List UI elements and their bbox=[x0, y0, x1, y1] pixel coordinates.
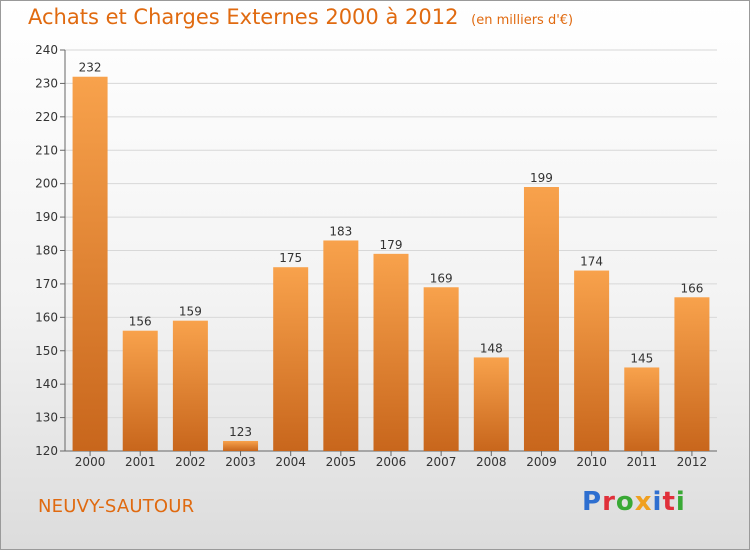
chart-subtitle: (en milliers d'€) bbox=[471, 13, 574, 28]
y-tick-label: 170 bbox=[35, 277, 58, 291]
y-tick-label: 190 bbox=[35, 210, 58, 224]
x-tick-label: 2010 bbox=[576, 455, 607, 469]
chart-title: Achats et Charges Externes 2000 à 2012 (… bbox=[28, 5, 573, 29]
bar bbox=[574, 270, 610, 451]
bar bbox=[373, 253, 409, 451]
bar bbox=[674, 297, 710, 451]
bar bbox=[122, 330, 158, 451]
bar bbox=[423, 287, 459, 451]
x-tick-label: 2011 bbox=[626, 455, 657, 469]
bar-value-label: 145 bbox=[630, 351, 653, 365]
bar-value-label: 183 bbox=[329, 224, 352, 238]
y-tick-label: 220 bbox=[35, 110, 58, 124]
x-tick-label: 2012 bbox=[677, 455, 708, 469]
x-tick-label: 2006 bbox=[376, 455, 407, 469]
bar bbox=[273, 267, 309, 451]
x-tick-label: 2008 bbox=[476, 455, 507, 469]
y-tick-label: 140 bbox=[35, 377, 58, 391]
bar bbox=[473, 357, 509, 451]
x-tick-label: 2009 bbox=[526, 455, 557, 469]
x-tick-label: 2004 bbox=[275, 455, 306, 469]
logo-letter: P bbox=[582, 487, 603, 517]
bar bbox=[323, 240, 359, 451]
bar-value-label: 199 bbox=[530, 171, 553, 185]
logo-letter: t bbox=[662, 487, 676, 517]
bar-value-label: 148 bbox=[480, 341, 503, 355]
x-tick-label: 2003 bbox=[225, 455, 256, 469]
bar bbox=[172, 320, 208, 451]
x-tick-label: 2007 bbox=[426, 455, 457, 469]
bar bbox=[624, 367, 660, 451]
commune-name: NEUVY-SAUTOUR bbox=[38, 496, 195, 517]
bar-value-label: 179 bbox=[380, 238, 403, 252]
x-tick-label: 2002 bbox=[175, 455, 206, 469]
logo-letter: i bbox=[675, 487, 686, 517]
bar-value-label: 156 bbox=[129, 315, 152, 329]
x-tick-label: 2001 bbox=[125, 455, 156, 469]
bar-value-label: 174 bbox=[580, 255, 603, 269]
y-tick-label: 160 bbox=[35, 310, 58, 324]
logo-letter: x bbox=[634, 487, 653, 517]
y-tick-label: 180 bbox=[35, 244, 58, 258]
x-tick-label: 2005 bbox=[326, 455, 357, 469]
bar-value-label: 175 bbox=[279, 251, 302, 265]
bar-value-label: 169 bbox=[430, 271, 453, 285]
bar bbox=[523, 187, 559, 451]
y-tick-label: 240 bbox=[35, 43, 58, 57]
x-tick-label: 2000 bbox=[75, 455, 106, 469]
bar-value-label: 123 bbox=[229, 425, 252, 439]
chart-title-text: Achats et Charges Externes 2000 à 2012 bbox=[28, 5, 459, 29]
logo-letter: i bbox=[652, 487, 663, 517]
logo-letter: r bbox=[602, 487, 616, 517]
y-tick-label: 230 bbox=[35, 76, 58, 90]
logo-letter: o bbox=[615, 487, 635, 517]
y-tick-label: 150 bbox=[35, 344, 58, 358]
y-tick-label: 210 bbox=[35, 143, 58, 157]
y-tick-label: 130 bbox=[35, 411, 58, 425]
proxiti-logo: Proxiti bbox=[582, 487, 686, 517]
bar bbox=[223, 440, 259, 451]
bar bbox=[72, 76, 108, 451]
y-tick-label: 120 bbox=[35, 444, 58, 458]
y-tick-label: 200 bbox=[35, 177, 58, 191]
bar-value-label: 232 bbox=[79, 61, 102, 75]
bar-value-label: 166 bbox=[680, 281, 703, 295]
bar-value-label: 159 bbox=[179, 305, 202, 319]
